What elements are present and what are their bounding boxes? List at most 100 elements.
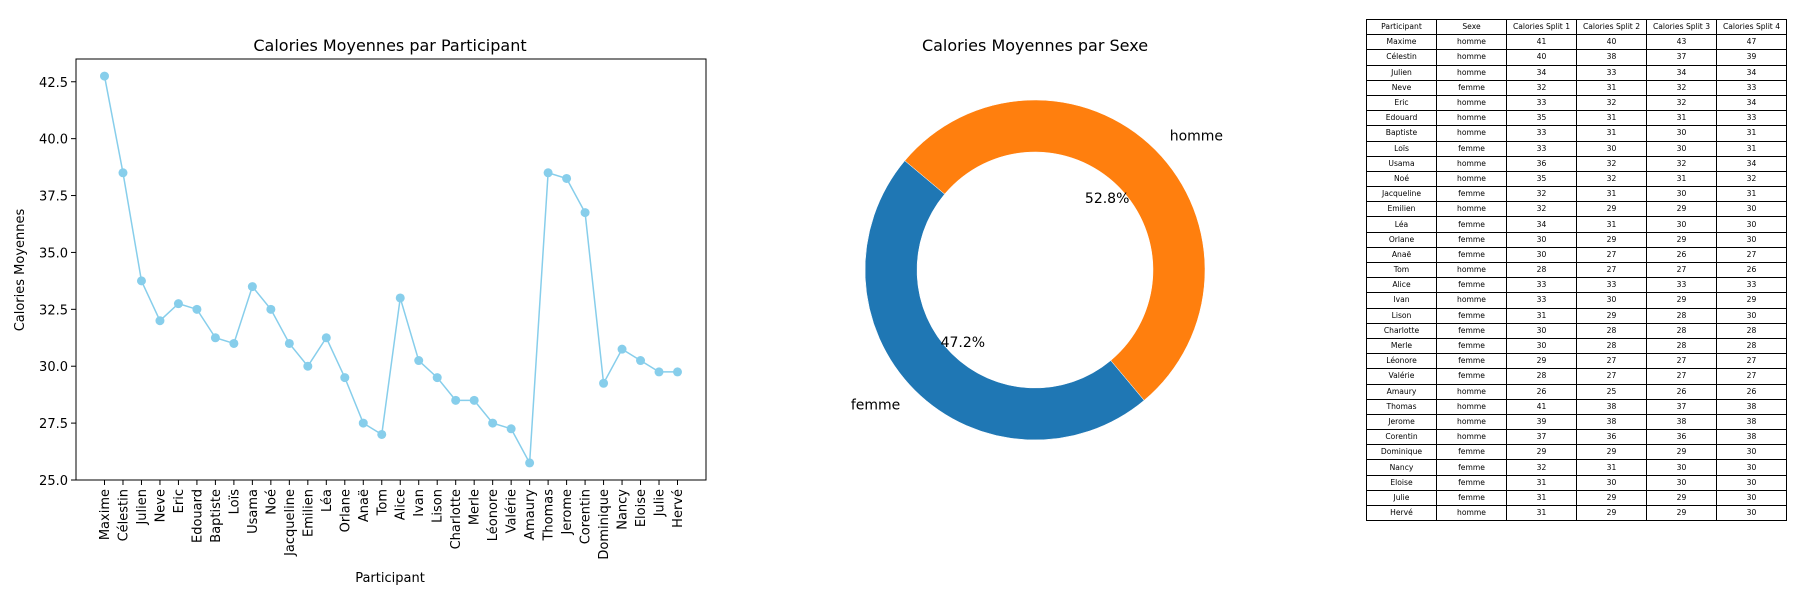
table-row: Emilien homme 32 29 29 30 [1366, 201, 1787, 218]
table-cell: Noé [1366, 170, 1437, 188]
table-cell: Tom [1366, 261, 1437, 279]
table-row: Célestin homme 40 38 37 39 [1366, 49, 1787, 66]
donut-slice-femme [864, 160, 1145, 441]
table-cell: femme [1436, 307, 1507, 324]
data-point [303, 361, 313, 371]
table-row: Hervé homme 31 29 29 30 [1366, 504, 1787, 522]
table-cell: 33 [1506, 277, 1577, 294]
table-cell: 30 [1716, 231, 1787, 248]
table-cell: 32 [1646, 79, 1717, 96]
table-cell: Edouard [1366, 110, 1437, 127]
table-header-cell: Calories Split 4 [1716, 18, 1787, 36]
table-cell: 26 [1716, 383, 1787, 400]
x-tick-label: Merle [468, 489, 483, 525]
table-cell: 31 [1506, 307, 1577, 324]
table-cell: 30 [1506, 337, 1577, 355]
table-cell: 27 [1646, 368, 1717, 385]
table-cell: 31 [1646, 110, 1717, 127]
table-cell: 33 [1506, 140, 1577, 157]
table-cell: 26 [1646, 383, 1717, 400]
table-cell: 31 [1716, 186, 1787, 203]
table-cell: 35 [1506, 110, 1577, 127]
table-cell: 30 [1716, 307, 1787, 324]
table-cell: 26 [1646, 246, 1717, 264]
data-point [636, 356, 646, 366]
line-series [103, 75, 678, 466]
line-chart-ylabel: Calories Moyennes [13, 208, 28, 331]
table-cell: Neve [1366, 79, 1437, 96]
table-cell: Anaë [1366, 246, 1437, 264]
table-cell: 27 [1646, 261, 1717, 279]
x-tick-label: Edouard [190, 489, 205, 543]
table-cell: 33 [1506, 94, 1577, 112]
table-cell: 33 [1716, 277, 1787, 294]
table-cell: femme [1436, 353, 1507, 370]
donut-label-homme: homme [1170, 128, 1223, 144]
table-cell: Maxime [1366, 34, 1437, 51]
x-tick-label: Lison [431, 489, 446, 523]
table-row: Baptiste homme 33 31 30 31 [1366, 125, 1787, 142]
x-tick-label: Eloise [634, 489, 649, 527]
table-cell: 28 [1716, 322, 1787, 339]
table-cell: 36 [1576, 429, 1647, 446]
table-cell: 28 [1716, 337, 1787, 355]
table-cell: 32 [1506, 186, 1577, 203]
table-cell: 32 [1576, 94, 1647, 112]
data-point [377, 429, 387, 439]
data-point [100, 71, 109, 81]
table-cell: Alice [1366, 277, 1437, 294]
table-cell: 34 [1506, 216, 1577, 233]
table-cell: 27 [1716, 246, 1787, 264]
table-cell: 32 [1506, 79, 1577, 96]
table-row: Noé homme 35 32 31 32 [1366, 170, 1787, 188]
table-header-cell: Calories Split 1 [1506, 18, 1577, 36]
table-cell: 31 [1576, 110, 1647, 127]
table-cell: 31 [1506, 504, 1577, 522]
table-cell: 33 [1716, 110, 1787, 127]
table-cell: 34 [1716, 64, 1787, 81]
donut-pct-femme: 47.2% [941, 335, 985, 351]
table-cell: homme [1436, 170, 1507, 188]
data-point [580, 208, 590, 218]
table-cell: 30 [1646, 186, 1717, 203]
table-cell: Jerome [1366, 413, 1437, 431]
table-cell: Usama [1366, 155, 1437, 172]
line-chart-y-axis: 25.0 27.5 30.0 32.5 35.0 37.5 40.0 42.5 [39, 76, 76, 489]
table-cell: 33 [1506, 125, 1577, 142]
table-cell: femme [1436, 231, 1507, 248]
line-chart-x-axis: Maxime Célestin Julien Neve Eric Edouard Bapti… [98, 480, 686, 560]
table-cell: homme [1436, 504, 1507, 522]
x-tick-label: Baptiste [209, 489, 224, 543]
x-tick-label: Usama [246, 489, 261, 534]
x-tick-label: Alice [394, 489, 409, 520]
table-cell: 30 [1646, 474, 1717, 491]
data-point [488, 418, 498, 428]
table-cell: Hervé [1366, 504, 1437, 522]
table-cell: homme [1436, 383, 1507, 400]
table-cell: 35 [1506, 170, 1577, 188]
table-cell: 30 [1646, 125, 1717, 142]
table-cell: 33 [1646, 277, 1717, 294]
line-chart-plot-area [75, 58, 707, 481]
table-cell: 38 [1576, 49, 1647, 66]
table-cell: 31 [1576, 186, 1647, 203]
x-tick-label: Emilien [301, 489, 316, 537]
table-cell: 36 [1646, 429, 1717, 446]
table-cell: Merle [1366, 337, 1437, 355]
table-row: Edouard homme 35 31 31 33 [1366, 110, 1787, 127]
table-cell: Amaury [1366, 383, 1437, 400]
table-cell: 29 [1506, 353, 1577, 370]
data-point [266, 304, 276, 314]
table-cell: Léonore [1366, 353, 1437, 370]
table-row: Ivan homme 33 30 29 29 [1366, 292, 1787, 309]
data-point [229, 338, 239, 348]
data-point [247, 282, 257, 292]
table-cell: homme [1436, 155, 1507, 172]
x-tick-label: Thomas [542, 489, 557, 542]
table-cell: 33 [1506, 292, 1577, 309]
table-cell: 30 [1646, 216, 1717, 233]
table-cell: 31 [1576, 459, 1647, 476]
table-header-cell: Calories Split 2 [1576, 18, 1647, 36]
table-cell: 29 [1716, 292, 1787, 309]
table-cell: Jacqueline [1366, 186, 1437, 203]
